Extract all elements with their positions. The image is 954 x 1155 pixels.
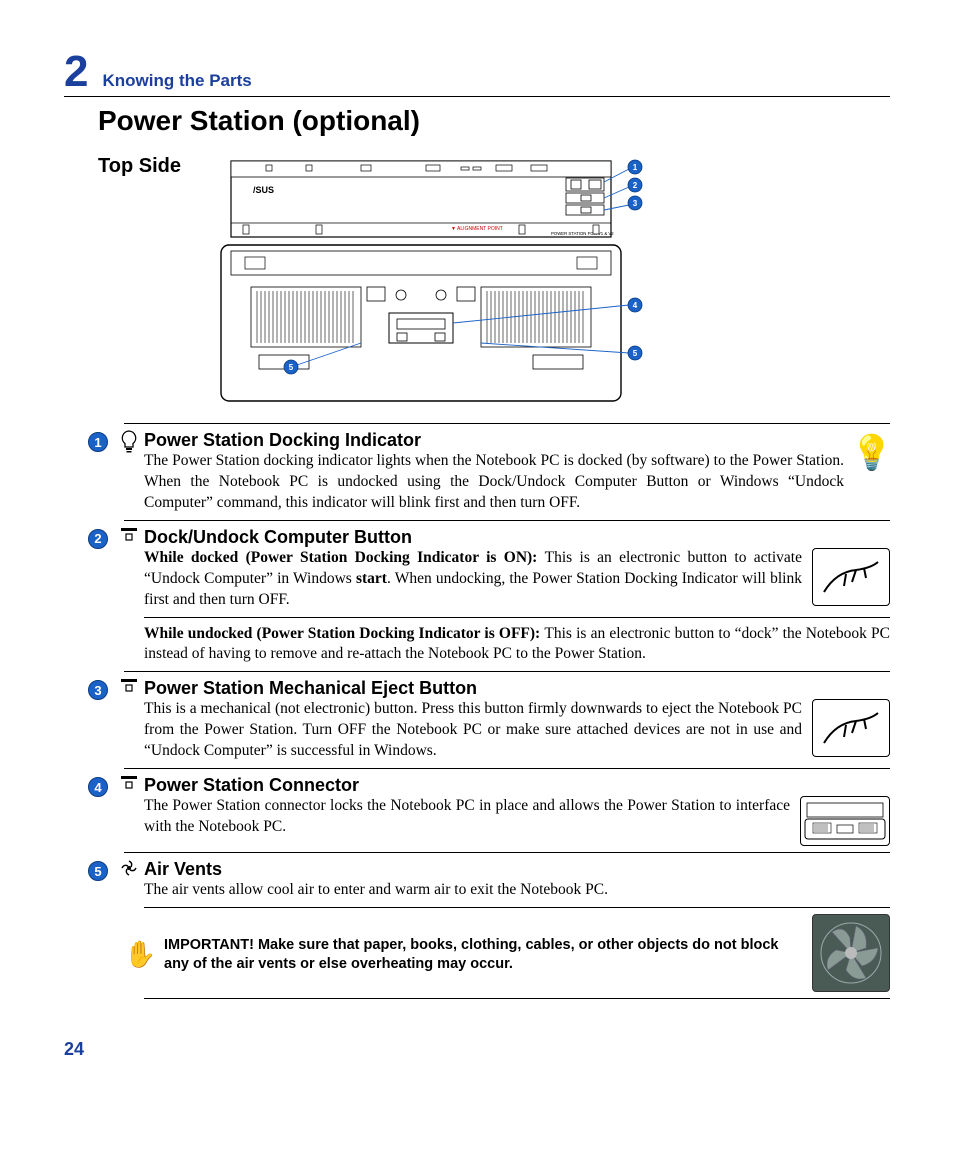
item-dock-undock-button: 2 Dock/Undock Computer Button While dock… xyxy=(64,527,890,666)
item-title: Power Station Connector xyxy=(144,775,890,796)
important-text: IMPORTANT! Make sure that paper, books, … xyxy=(164,936,802,975)
eject-bar-icon xyxy=(118,775,140,797)
item-connector: 4 Power Station Connector The Power Stat… xyxy=(64,775,890,846)
callout-badge-4: 4 xyxy=(88,777,108,797)
eject-bar-icon xyxy=(118,527,140,549)
item-docking-indicator: 1 Power Station Docking Indicator The Po… xyxy=(64,430,890,514)
important-note: ✋ IMPORTANT! Make sure that paper, books… xyxy=(64,936,802,975)
callout-badge-5: 5 xyxy=(88,861,108,881)
callout-badge-1: 1 xyxy=(88,432,108,452)
alignment-label: ▼ ALIGNMENT POINT xyxy=(451,226,503,232)
page-number: 24 xyxy=(64,1039,890,1060)
item-body: The Power Station docking indicator ligh… xyxy=(144,451,844,514)
chapter-number: 2 xyxy=(64,50,88,94)
callout-badge-2: 2 xyxy=(88,529,108,549)
svg-text:5: 5 xyxy=(289,363,294,372)
svg-text:2: 2 xyxy=(633,181,638,190)
power-station-diagram: /SUS ▼ ALIGNMENT POINT POWER STATION FOR… xyxy=(211,155,890,415)
item-body-p1: While docked (Power Station Docking Indi… xyxy=(144,548,802,611)
divider xyxy=(144,998,890,999)
item-title: Air Vents xyxy=(144,859,890,880)
item-body-p2: While undocked (Power Station Docking In… xyxy=(144,624,890,666)
bulb-outline-icon xyxy=(118,430,140,460)
svg-text:4: 4 xyxy=(633,301,638,310)
svg-text:3: 3 xyxy=(633,199,638,208)
fan-icon xyxy=(118,859,140,883)
top-side-row: Top Side /SUS xyxy=(64,155,890,415)
connector-mini-icon xyxy=(800,796,890,846)
item-title: Dock/Undock Computer Button xyxy=(144,527,890,548)
item-title: Power Station Mechanical Eject Button xyxy=(144,678,890,699)
hand-press-icon xyxy=(812,548,890,606)
item-mechanical-eject: 3 Power Station Mechanical Eject Button … xyxy=(64,678,890,762)
item-body: The Power Station connector locks the No… xyxy=(144,796,790,838)
item-title: Power Station Docking Indicator xyxy=(144,430,844,451)
callout-badge-3: 3 xyxy=(88,680,108,700)
bulb-icon: 💡 xyxy=(854,430,890,476)
hand-press-icon xyxy=(812,699,890,757)
divider xyxy=(124,768,890,769)
divider xyxy=(144,617,890,618)
fan-photo-icon xyxy=(812,914,890,992)
chapter-header: 2 Knowing the Parts xyxy=(64,50,890,97)
eject-bar-icon xyxy=(118,678,140,700)
chapter-title: Knowing the Parts xyxy=(102,71,251,91)
rear-label: POWER STATION FOR V1 & V2 xyxy=(551,231,614,236)
divider xyxy=(124,423,890,424)
brand-label: /SUS xyxy=(253,185,274,195)
item-body: The air vents allow cool air to enter an… xyxy=(144,880,890,901)
divider xyxy=(124,520,890,521)
divider xyxy=(124,852,890,853)
divider xyxy=(124,671,890,672)
item-body: This is a mechanical (not electronic) bu… xyxy=(144,699,802,762)
item-air-vents: 5 Air Vents The air vents allow cool air… xyxy=(64,859,890,901)
svg-text:1: 1 xyxy=(633,163,638,172)
hand-stop-icon: ✋ xyxy=(124,940,154,970)
subsection-title: Top Side xyxy=(98,155,181,178)
page-title: Power Station (optional) xyxy=(98,105,890,137)
svg-text:5: 5 xyxy=(633,349,638,358)
divider xyxy=(144,907,890,908)
